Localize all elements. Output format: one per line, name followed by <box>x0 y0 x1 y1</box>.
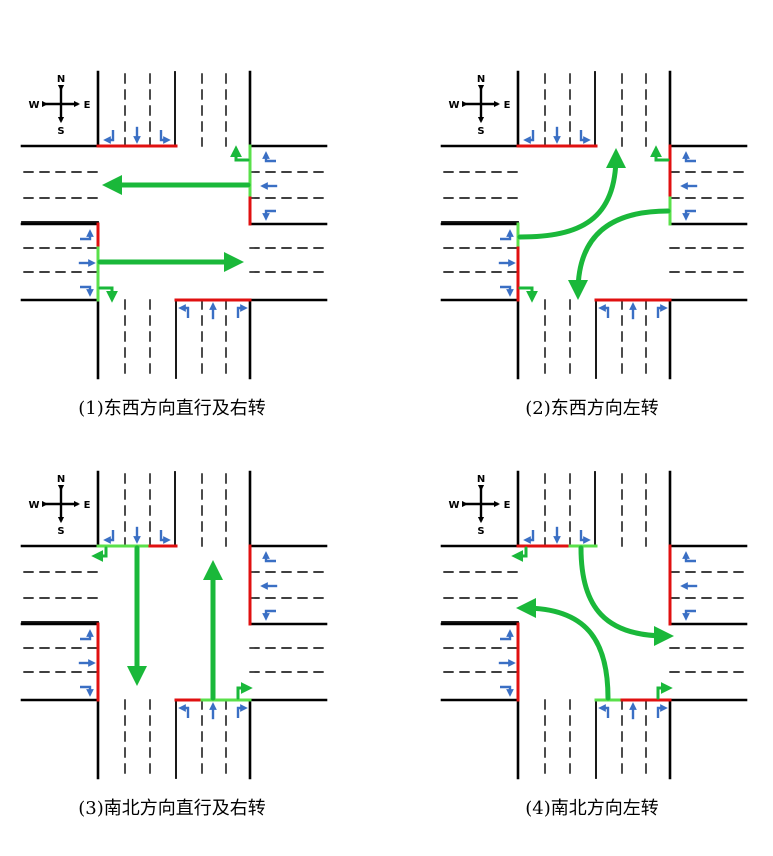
caption-p4: (4)南北方向左转 <box>525 798 659 819</box>
compass-label-n: N <box>57 74 65 85</box>
lane-arrow-e-left <box>262 609 276 621</box>
lane-arrow-e-left <box>682 209 696 221</box>
intersection-panel-p3: N S W E <box>20 470 328 780</box>
flow-arrow-northbound-left <box>516 598 611 701</box>
lane-arrow-w-right <box>500 685 514 697</box>
compass-label-s: S <box>57 126 64 137</box>
intersection-panel-p4: N S W E <box>440 470 748 780</box>
lane-arrow-w-left <box>80 629 94 641</box>
lane-arrow-n-left <box>159 130 171 144</box>
compass-label-s: S <box>477 526 484 537</box>
lane-arrow-w-left <box>500 629 514 641</box>
lane-arrow-n-left <box>579 530 591 544</box>
flow-arrow-westbound-left <box>568 208 671 300</box>
lane-arrow-s-left <box>598 704 610 718</box>
lane-arrow-s-right <box>656 704 668 718</box>
lane-arrow-n-right <box>523 130 535 144</box>
compass-label-n: N <box>477 74 485 85</box>
compass-label-e: E <box>84 100 91 111</box>
lane-arrow-w-right <box>80 285 94 297</box>
compass-label-n: N <box>57 474 65 485</box>
lane-arrow-e-right <box>682 551 696 563</box>
lane-arrow-n-left <box>579 130 591 144</box>
lane-arrow-w-right <box>80 685 94 697</box>
lane-arrow-s-left <box>598 304 610 318</box>
flow-arrow-northbound-right <box>236 682 253 700</box>
lane-arrow-n-right <box>103 130 115 144</box>
caption-p3: (3)南北方向直行及右转 <box>78 798 266 819</box>
flow-arrow-southbound-right <box>91 546 108 562</box>
compass-label-w: W <box>28 500 39 511</box>
compass-label-e: E <box>84 500 91 511</box>
caption-p2: (2)东西方向左转 <box>525 398 659 419</box>
lane-arrow-s-right <box>656 304 668 318</box>
lane-arrow-s-left <box>178 304 190 318</box>
compass-label-w: W <box>448 500 459 511</box>
lane-arrow-w-left <box>500 229 514 241</box>
lane-arrow-s-left <box>178 704 190 718</box>
intersection-panel-p2: N S W E <box>440 70 748 380</box>
flow-arrow-northbound-right <box>656 682 673 700</box>
lane-arrow-e-right <box>262 151 276 163</box>
compass-label-s: S <box>477 126 484 137</box>
compass-label-w: W <box>448 100 459 111</box>
compass-label-s: S <box>57 526 64 537</box>
lane-arrow-w-left <box>80 229 94 241</box>
compass-label-e: E <box>504 500 511 511</box>
flow-arrow-southbound-right <box>511 546 528 562</box>
lane-arrow-s-right <box>236 704 248 718</box>
lane-arrow-e-right <box>262 551 276 563</box>
lane-arrow-w-right <box>500 285 514 297</box>
flow-arrow-southbound-left <box>578 545 674 646</box>
lane-arrow-e-left <box>682 609 696 621</box>
compass-label-e: E <box>504 100 511 111</box>
flow-arrow-westbound-right <box>650 145 670 162</box>
lane-arrow-n-left <box>159 530 171 544</box>
caption-p1: (1)东西方向直行及右转 <box>78 398 266 419</box>
flow-arrow-eastbound-right <box>98 286 118 303</box>
lane-arrow-e-right <box>682 151 696 163</box>
compass-label-n: N <box>477 474 485 485</box>
lane-arrow-e-left <box>262 209 276 221</box>
intersection-panel-p1: N S W E <box>20 70 328 380</box>
lane-arrow-n-right <box>523 530 535 544</box>
lane-arrow-n-right <box>103 530 115 544</box>
compass-label-w: W <box>28 100 39 111</box>
flow-arrow-eastbound-left <box>517 148 626 240</box>
flow-arrow-eastbound-right <box>518 286 538 303</box>
flow-arrow-westbound-right <box>230 145 250 162</box>
lane-arrow-s-right <box>236 304 248 318</box>
